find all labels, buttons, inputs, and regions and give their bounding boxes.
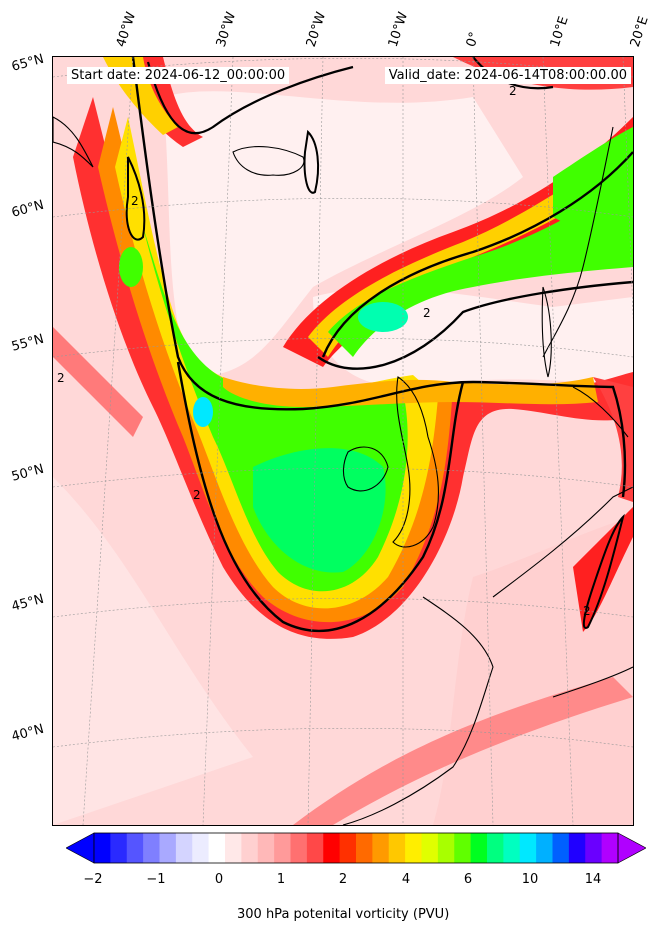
colorbar-swatch <box>519 833 537 863</box>
colorbar-swatch <box>225 833 242 863</box>
lon-label-0: 0° <box>463 30 483 49</box>
colorbar-swatch <box>175 833 193 863</box>
colorbar-swatch <box>372 833 390 863</box>
colorbar-swatch <box>454 833 472 863</box>
colorbar-over-arrow <box>617 832 646 864</box>
colorbar-swatch <box>306 833 324 863</box>
colorbar-swatch <box>356 833 373 863</box>
colorbar-swatch <box>339 833 357 863</box>
colorbar-swatch <box>241 833 259 863</box>
lon-label-10w: 10°W <box>385 10 412 49</box>
colorbar-title: 300 hPa potenital vorticity (PVU) <box>237 907 450 922</box>
colorbar-swatch <box>437 833 455 863</box>
colorbar-under-arrow <box>66 832 95 864</box>
contour-label: 2 <box>423 306 431 320</box>
colorbar-swatch <box>601 833 619 863</box>
colorbar-swatch <box>585 833 603 863</box>
colorbar-swatch <box>94 833 111 863</box>
lat-label-65: 65°N <box>10 51 46 75</box>
lon-label-20w: 20°W <box>303 10 330 49</box>
colorbar-tick: 2 <box>338 872 348 887</box>
colorbar-frame <box>93 832 619 864</box>
valid-date-label: Valid_date: 2024-06-14T08:00:00.00 <box>384 67 631 84</box>
lat-label-45: 45°N <box>10 591 46 615</box>
lon-label-30w: 30°W <box>213 10 240 49</box>
lat-label-60: 60°N <box>10 197 46 221</box>
lat-label-40: 40°N <box>10 721 46 745</box>
start-date-label: Start date: 2024-06-12_00:00:00 <box>67 67 290 84</box>
colorbar-swatch <box>274 833 291 863</box>
colorbar-tick: 0 <box>214 872 224 887</box>
colorbar-tick: 10 <box>521 872 539 887</box>
lon-label-40w: 40°W <box>113 10 140 49</box>
colorbar-swatch <box>159 833 177 863</box>
map-panel: 2 2 2 2 2 2 Start date: 2024-06-12_00:00… <box>52 56 634 826</box>
colorbar-swatch <box>568 833 586 863</box>
colorbar-swatch <box>388 833 406 863</box>
colorbar-swatch <box>110 833 128 863</box>
colorbar-swatch <box>405 833 422 863</box>
lat-label-50: 50°N <box>10 461 46 485</box>
lon-label-10e: 10°E <box>547 14 572 50</box>
colorbar-swatch <box>126 833 144 863</box>
colorbar-tick: 6 <box>463 872 473 887</box>
colorbar-swatch <box>143 833 160 863</box>
contour-label: 2 <box>131 194 139 208</box>
colorbar-swatch <box>470 833 488 863</box>
colorbar-swatch <box>536 833 553 863</box>
colorbar-swatch <box>192 833 210 863</box>
colorbar <box>66 832 646 864</box>
colorbar-tick: 4 <box>401 872 411 887</box>
colorbar-tick: 1 <box>276 872 286 887</box>
colorbar-swatch <box>290 833 308 863</box>
colorbar-swatch <box>257 833 275 863</box>
contour-label: 2 <box>193 488 201 502</box>
contour-label: 2 <box>509 84 517 98</box>
contour-label: 2 <box>583 604 591 618</box>
colorbar-swatch <box>487 833 504 863</box>
lat-label-55: 55°N <box>10 331 46 355</box>
colorbar-swatch <box>208 833 226 863</box>
colorbar-swatch <box>421 833 439 863</box>
colorbar-tick: 14 <box>584 872 602 887</box>
colorbar-swatch <box>323 833 341 863</box>
contour-label: 2 <box>57 371 65 385</box>
colorbar-tick: −2 <box>83 872 103 887</box>
colorbar-swatch <box>552 833 570 863</box>
colorbar-tick: −1 <box>146 872 166 887</box>
colorbar-swatch <box>503 833 521 863</box>
lon-label-20e: 20°E <box>627 14 652 50</box>
pv-field: 2 2 2 2 2 2 <box>53 57 633 825</box>
